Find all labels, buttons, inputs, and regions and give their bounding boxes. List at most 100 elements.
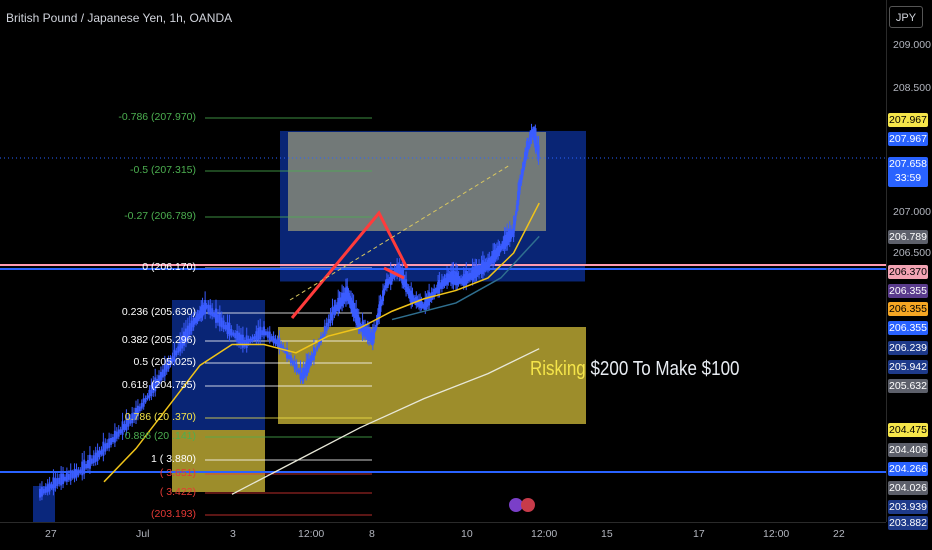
- candle-body: [159, 371, 162, 381]
- candle-body: [462, 274, 465, 286]
- price-label: 206.355: [888, 302, 928, 316]
- candle-body: [495, 248, 498, 258]
- price-axis[interactable]: [886, 0, 932, 522]
- candle-body: [398, 265, 401, 277]
- candle-body: [146, 395, 149, 400]
- candle-body: [481, 260, 484, 275]
- candle-body: [352, 302, 355, 317]
- candle-body: [121, 421, 124, 435]
- candle-body: [54, 478, 57, 488]
- candle-body: [58, 477, 61, 485]
- candle-body: [213, 312, 216, 317]
- candle-body: [511, 231, 514, 236]
- candle-body: [392, 274, 395, 278]
- candle-body: [71, 472, 74, 478]
- chart-title: British Pound / Japanese Yen, 1h, OANDA: [6, 11, 233, 25]
- candle-body: [62, 473, 65, 485]
- price-label: 203.939: [888, 500, 928, 514]
- candle-body: [307, 358, 310, 370]
- candle-body: [373, 327, 376, 340]
- candle-body: [165, 363, 168, 372]
- candle-body: [333, 305, 336, 315]
- candle-body: [327, 319, 330, 327]
- candle-body: [239, 334, 242, 346]
- candle-body: [92, 455, 95, 464]
- candle-body: [379, 301, 382, 312]
- candle-body: [391, 272, 393, 282]
- left-zone-risk: [172, 430, 265, 492]
- candle-body: [444, 278, 447, 284]
- candle-body: [312, 347, 315, 361]
- time-tick: 17: [693, 528, 705, 540]
- candle-body: [110, 437, 113, 445]
- fib-label: -0.786 (207.970): [118, 111, 196, 123]
- candle-body: [69, 470, 72, 481]
- candle-body: [362, 325, 365, 336]
- candle-body: [351, 300, 354, 313]
- candle-body: [301, 372, 304, 381]
- candle-body: [60, 473, 63, 486]
- candle-body: [411, 293, 414, 304]
- fib-label: 0.618 (204.755): [121, 379, 196, 391]
- candle-body: [341, 292, 344, 307]
- candle-body: [291, 360, 294, 365]
- candle-body: [385, 278, 388, 289]
- candle-body: [382, 290, 385, 302]
- candle-body: [88, 454, 91, 469]
- candle-body: [331, 307, 334, 321]
- candle-body: [113, 430, 116, 443]
- candle-body: [161, 369, 164, 378]
- candle-body: [127, 418, 130, 427]
- candle-body: [106, 442, 109, 449]
- candle-body: [245, 335, 248, 348]
- candle-body: [378, 304, 381, 319]
- candle-body: [142, 398, 145, 407]
- fib-label: 0 (206.170): [142, 261, 196, 273]
- candle-body: [40, 487, 43, 497]
- candle-body: [524, 153, 527, 164]
- candle-body: [460, 278, 463, 284]
- candle-body: [360, 326, 363, 331]
- candle-body: [205, 305, 208, 309]
- time-axis[interactable]: [0, 522, 886, 550]
- candle-body: [417, 298, 420, 307]
- candle-body: [470, 273, 473, 279]
- candle-body: [337, 297, 340, 312]
- price-label: 207.967: [888, 132, 928, 146]
- candle-body: [370, 334, 373, 343]
- candle-body: [396, 264, 399, 276]
- time-tick: 8: [369, 528, 375, 540]
- candle-body: [87, 460, 89, 469]
- candle-body: [129, 417, 132, 424]
- candle-body: [499, 246, 502, 251]
- candle-body: [148, 389, 151, 398]
- red-arrow-head: [383, 266, 405, 280]
- candle-body: [156, 378, 159, 386]
- candle-body: [472, 268, 475, 279]
- candle-body: [274, 338, 277, 345]
- fib-label: ( 3.422): [159, 486, 196, 498]
- candle-body: [236, 330, 239, 343]
- candle-body: [356, 314, 359, 326]
- candle-body: [79, 469, 82, 474]
- currency-button[interactable]: JPY: [889, 6, 923, 28]
- price-label: 207.967: [888, 113, 928, 127]
- red-pattern-line: [290, 210, 409, 319]
- candle-body: [282, 345, 285, 351]
- candle-body: [513, 219, 516, 226]
- candle-body: [96, 450, 99, 461]
- candle-body: [44, 486, 47, 493]
- candle-body: [474, 266, 477, 279]
- time-tick: 10: [461, 528, 473, 540]
- candle-body: [104, 443, 107, 452]
- fib-label: 1 ( 3.880): [151, 453, 196, 465]
- candle-body: [222, 320, 225, 329]
- candle-body: [506, 232, 509, 246]
- candle-body: [266, 331, 269, 338]
- candle-body: [259, 326, 262, 340]
- candle-body: [251, 336, 254, 342]
- ema-mid-line: [391, 235, 540, 321]
- position-risk-zone: [278, 327, 586, 424]
- price-label: 206.239: [888, 341, 928, 355]
